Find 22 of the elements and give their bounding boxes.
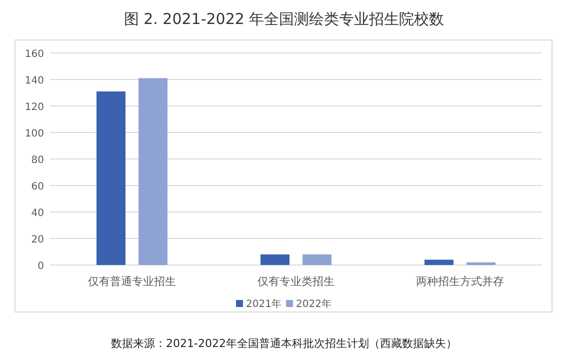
bar: [96, 91, 126, 265]
bar: [260, 254, 290, 265]
legend-label: 2021年: [246, 298, 282, 310]
y-tick-label: 100: [24, 128, 44, 140]
chart-title: 图 2. 2021-2022 年全国测绘类专业招生院校数: [124, 10, 444, 28]
bar: [424, 260, 454, 265]
y-tick-label: 80: [31, 155, 44, 166]
x-tick-label: 仅有普通专业招生: [88, 275, 176, 288]
x-tick-label: 两种招生方式并存: [416, 275, 504, 288]
source-note: 数据来源：2021-2022年全国普通本科批次招生计划（西藏数据缺失）: [111, 337, 457, 350]
y-tick-label: 0: [38, 261, 44, 272]
bar: [466, 262, 496, 265]
y-tick-label: 60: [31, 182, 44, 192]
y-tick-label: 140: [24, 76, 44, 86]
bar: [302, 254, 332, 265]
x-tick-label: 仅有专业类招生: [258, 275, 334, 288]
y-tick-label: 120: [24, 102, 44, 113]
legend-label: 2022年: [296, 298, 332, 310]
y-tick-label: 40: [31, 208, 44, 219]
bar: [138, 78, 168, 265]
y-tick-label: 160: [24, 49, 44, 60]
y-tick-label: 20: [31, 234, 44, 246]
